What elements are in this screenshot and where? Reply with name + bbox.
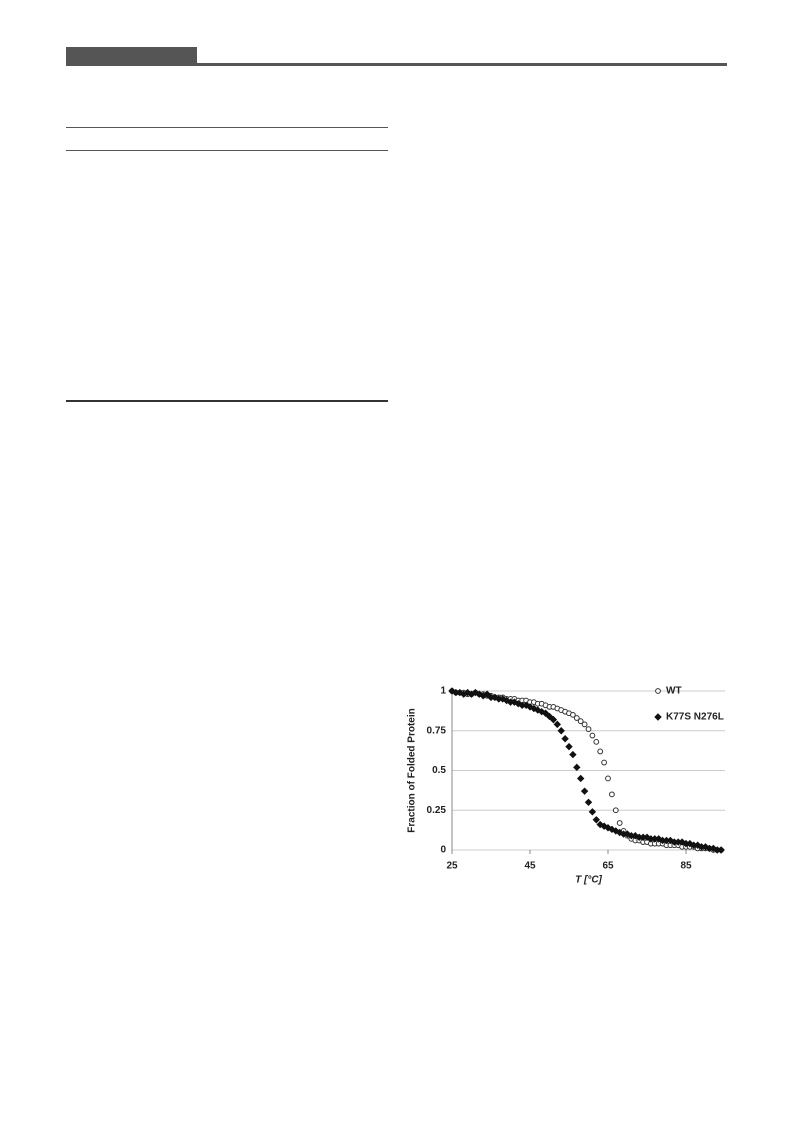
data-point xyxy=(561,734,569,743)
x-tick-label: 85 xyxy=(680,861,692,872)
y-tick-label: 0.75 xyxy=(427,725,447,736)
y-tick-label: 1 xyxy=(440,686,446,697)
chart: 0 0.25 0.5 0.75 1 25 45 65 85 T [°C] Fraction of F… xyxy=(407,686,725,886)
legend-label: K77S N276L xyxy=(666,712,724,723)
data-point xyxy=(483,690,491,698)
header-bar xyxy=(66,47,197,64)
data-point xyxy=(573,763,581,772)
y-axis-label: Fraction of Folded Protein xyxy=(407,708,418,832)
data-point xyxy=(612,807,619,814)
data-point xyxy=(601,759,608,766)
data-point xyxy=(585,726,592,733)
data-point xyxy=(557,727,565,735)
data-point xyxy=(581,721,588,728)
data-point xyxy=(580,787,589,795)
data-point xyxy=(565,742,573,751)
x-tick-label: 65 xyxy=(602,861,614,872)
data-point xyxy=(597,748,604,755)
data-point xyxy=(549,715,558,724)
x-axis-label: T [°C] xyxy=(575,875,602,886)
y-tick-label: 0.5 xyxy=(432,765,446,776)
data-point xyxy=(717,846,725,854)
data-point xyxy=(609,791,615,798)
table-rule xyxy=(66,400,388,402)
y-tick-label: 0.25 xyxy=(427,805,447,816)
data-point xyxy=(570,711,576,718)
data-point xyxy=(553,720,562,729)
data-point xyxy=(545,712,554,721)
legend-marker xyxy=(655,688,661,694)
data-point xyxy=(576,774,585,783)
data-point xyxy=(541,709,550,717)
table-rule xyxy=(66,127,388,128)
data-point xyxy=(593,738,600,745)
x-tick-label: 45 xyxy=(524,861,536,872)
data-point xyxy=(605,775,611,782)
data-point xyxy=(577,718,584,725)
x-tick-label: 25 xyxy=(446,861,458,872)
y-tick-label: 0 xyxy=(440,845,446,856)
data-point xyxy=(569,750,577,759)
data-point xyxy=(584,798,593,807)
table-rule xyxy=(66,150,388,151)
data-point xyxy=(573,715,580,721)
header-rule xyxy=(66,63,727,66)
data-point xyxy=(592,816,601,824)
data-point xyxy=(616,820,623,826)
legend-marker xyxy=(654,713,662,721)
legend-label: WT xyxy=(666,686,682,697)
data-point xyxy=(589,732,596,739)
data-point xyxy=(588,808,597,816)
